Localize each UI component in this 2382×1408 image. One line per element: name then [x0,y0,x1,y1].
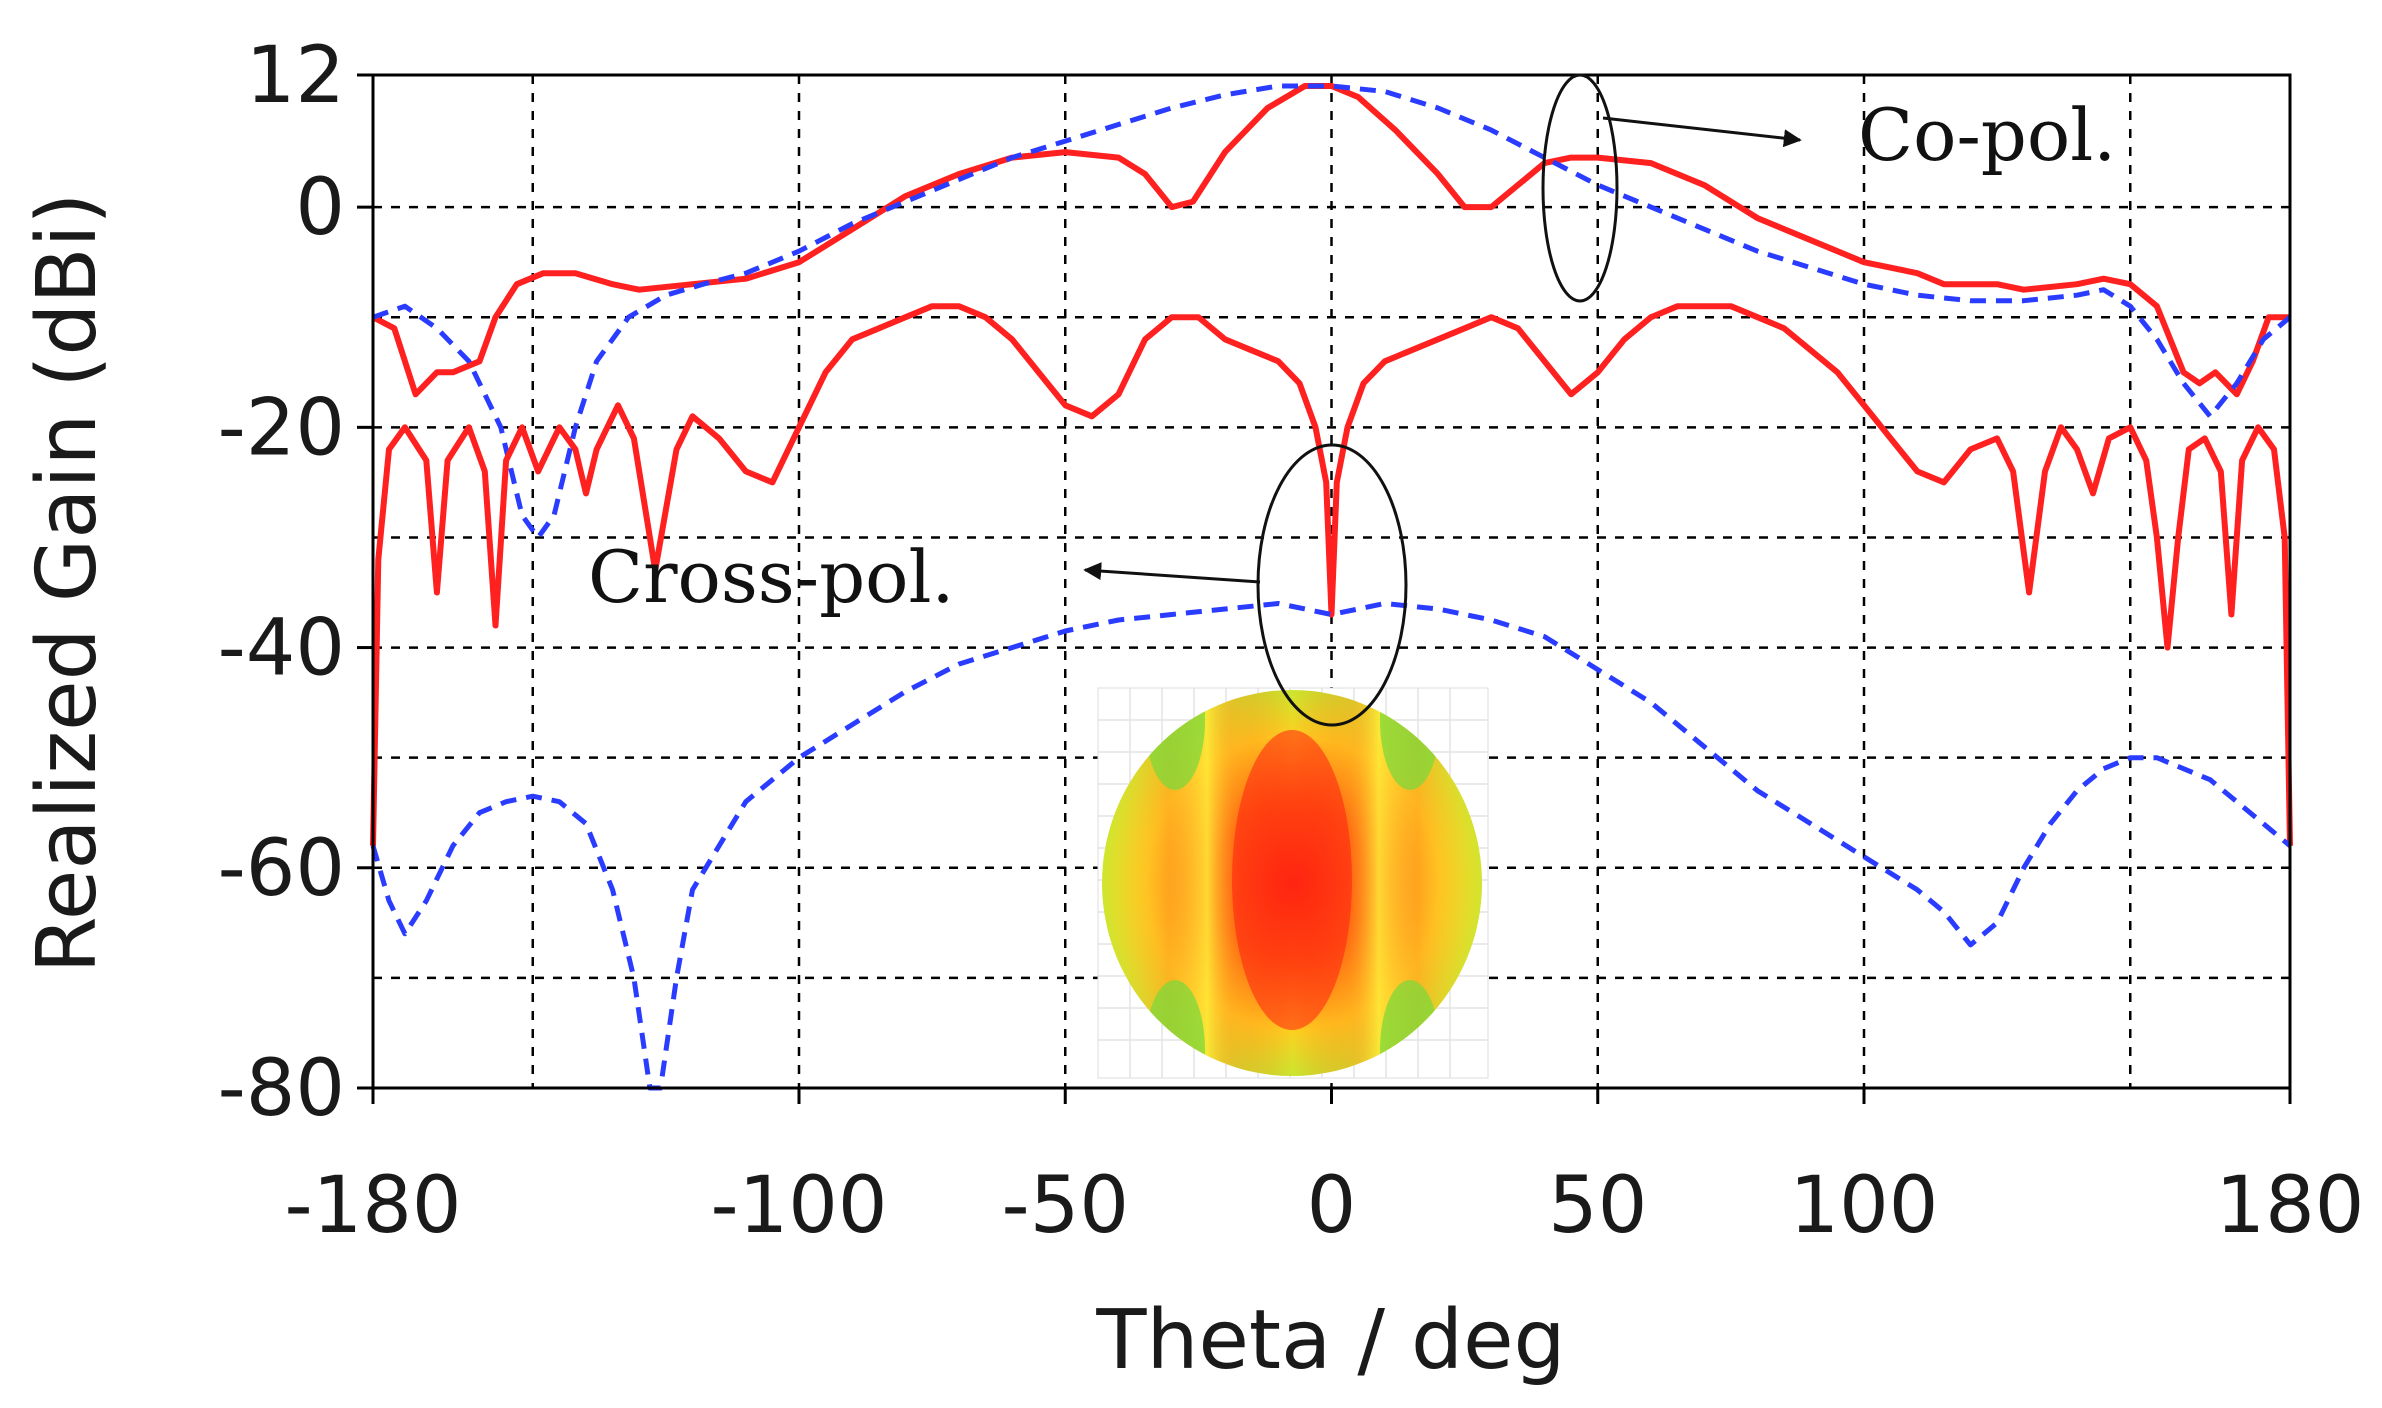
co-pol-label: Co-pol. [1858,93,2116,177]
radiation-pattern-inset [1097,687,1489,1079]
cross-pol-label: Cross-pol. [588,535,954,619]
y-tick-label: 0 [295,163,345,253]
y-tick-label: 12 [246,31,345,121]
y-tick-label: -40 [218,604,345,694]
y-tick-label: -80 [218,1044,345,1134]
x-tick-label: 50 [1548,1161,1647,1251]
y-tick-label: -60 [218,824,345,914]
ticks: -180 -100 -50 0 50 100 180 12 0 -20 -40 -60 -80 [218,31,2365,1251]
x-tick-label: -180 [284,1161,461,1251]
x-tick-label: -100 [710,1161,887,1251]
series-line-2 [372,83,2292,540]
series-line-1 [371,83,2290,398]
x-tick-label: -50 [1002,1161,1129,1251]
co-pol-annotation: Co-pol. [1541,73,2116,303]
x-axis-title: Theta / deg [1095,1293,1565,1388]
x-tick-label: 0 [1307,1161,1357,1251]
series-layer [370,83,2293,1091]
y-tick-label: -20 [218,383,345,473]
cross-pol-annotation: Cross-pol. [588,443,1408,727]
y-axis-title: Realized Gain (dBi) [20,193,115,974]
series-line-4 [370,601,2292,1091]
x-tick-label: 180 [2216,1161,2365,1251]
series-line-3 [370,303,2293,846]
x-tick-label: 100 [1790,1161,1939,1251]
